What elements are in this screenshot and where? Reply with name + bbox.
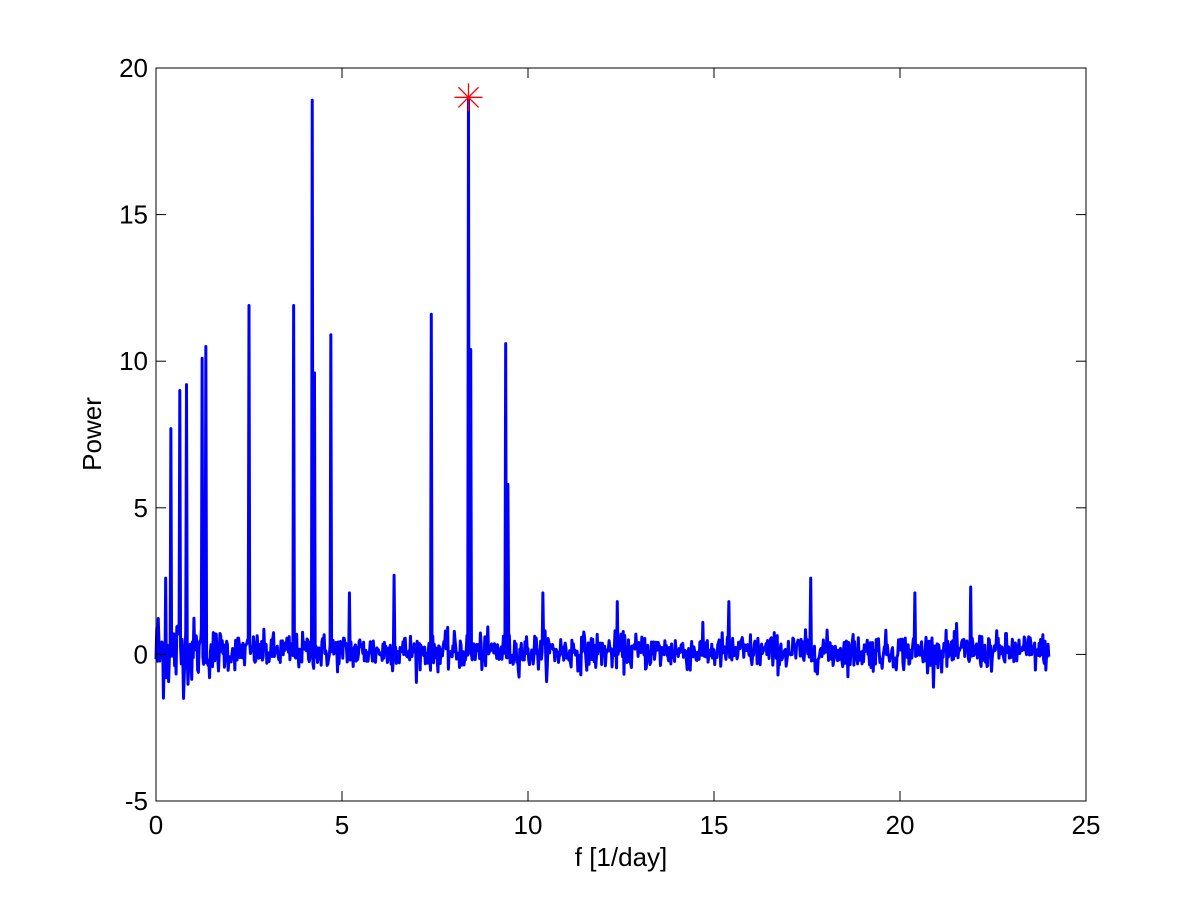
y-tick-label: 10 bbox=[119, 346, 148, 376]
power-series-line bbox=[154, 95, 1051, 700]
x-axis-label: f [1/day] bbox=[575, 842, 668, 872]
x-tick-label: 0 bbox=[149, 810, 163, 840]
y-tick-label: 20 bbox=[119, 53, 148, 83]
y-axis-label: Power bbox=[77, 397, 107, 471]
plot-frame bbox=[155, 67, 1087, 802]
marker-layer bbox=[454, 83, 483, 112]
y-tick-label: 5 bbox=[134, 493, 148, 523]
y-tick-label: 0 bbox=[134, 639, 148, 669]
x-tick-label: 10 bbox=[514, 810, 543, 840]
x-tick-label: 5 bbox=[335, 810, 349, 840]
x-tick-label: 25 bbox=[1072, 810, 1101, 840]
x-tick-label: 15 bbox=[700, 810, 729, 840]
y-tick-label: 15 bbox=[119, 200, 148, 230]
x-tick-label: 20 bbox=[886, 810, 915, 840]
series-layer bbox=[154, 95, 1051, 700]
max-peak-marker bbox=[454, 83, 483, 112]
y-tick-label: -5 bbox=[125, 786, 148, 816]
